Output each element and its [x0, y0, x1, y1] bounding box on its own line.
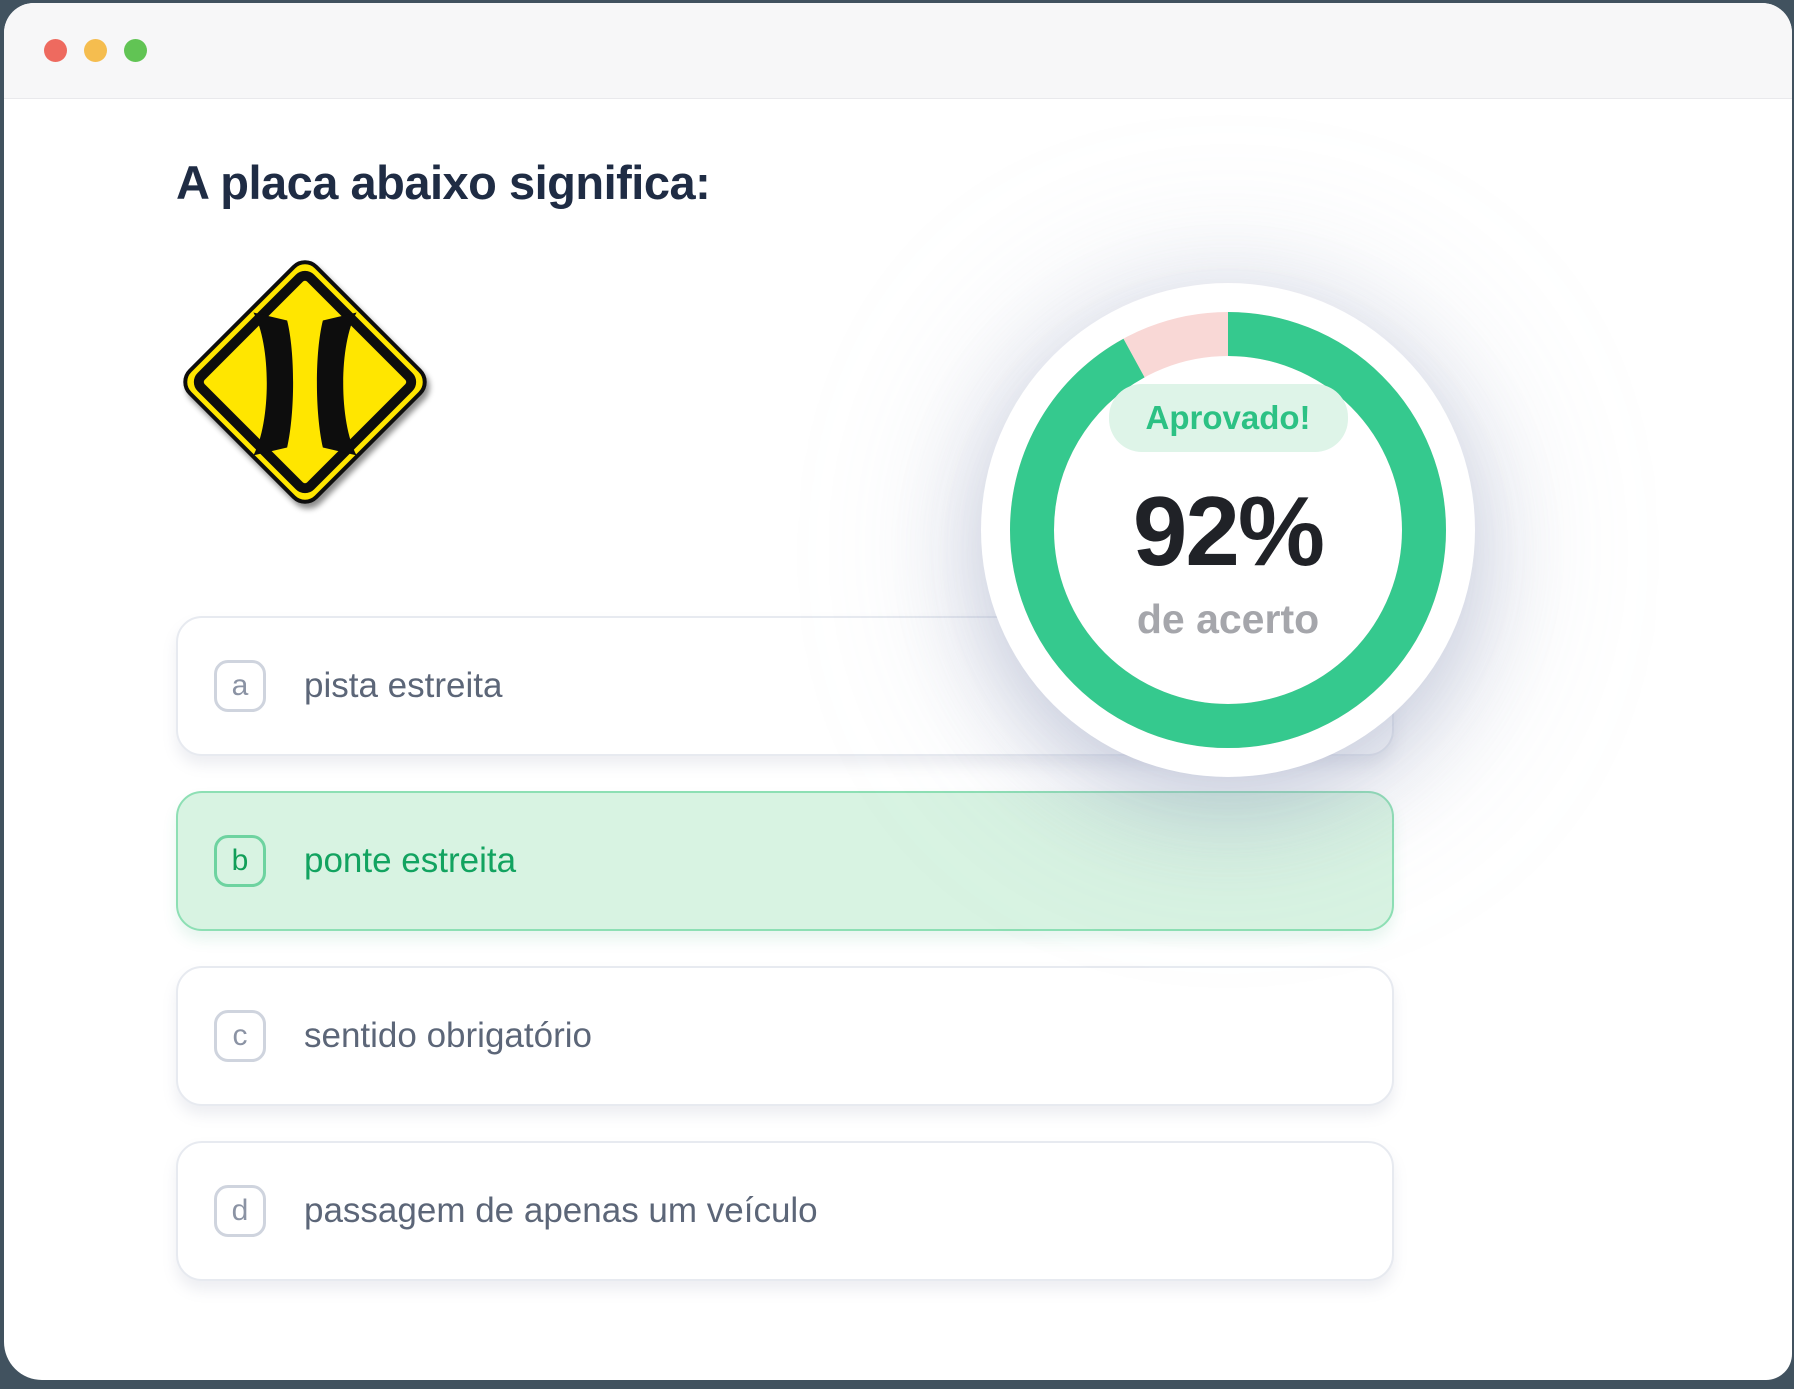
score-center: Aprovado! 92% de acerto: [978, 280, 1478, 780]
app-window: A placa abaixo significa: a pista estrei…: [4, 3, 1792, 1380]
traffic-lights: [44, 39, 147, 62]
option-card-d[interactable]: d passagem de apenas um veículo: [176, 1141, 1394, 1281]
score-percent: 92%: [1132, 475, 1325, 586]
maximize-icon[interactable]: [124, 39, 147, 62]
option-letter-badge: d: [214, 1185, 266, 1237]
option-label: passagem de apenas um veículo: [304, 1191, 818, 1230]
score-donut-chart: Aprovado! 92% de acerto: [978, 280, 1478, 780]
donut-arc-correct: [1010, 312, 1446, 748]
option-label: ponte estreita: [304, 841, 517, 880]
question-title: A placa abaixo significa:: [176, 156, 711, 209]
answer-options: a pista estreita b ponte estreita c sent…: [176, 616, 1394, 1380]
window-titlebar: [4, 3, 1792, 99]
option-card-b[interactable]: b ponte estreita: [176, 791, 1394, 931]
quiz-content: A placa abaixo significa: a pista estrei…: [4, 157, 1792, 1380]
option-label: pista estreita: [304, 666, 503, 705]
close-icon[interactable]: [44, 39, 67, 62]
option-label: sentido obrigatório: [304, 1016, 592, 1055]
option-card-c[interactable]: c sentido obrigatório: [176, 966, 1394, 1106]
score-caption: de acerto: [1136, 595, 1320, 642]
narrow-bridge-sign-image: [176, 253, 434, 511]
option-letter-badge: c: [214, 1010, 266, 1062]
option-letter-badge: b: [214, 835, 266, 887]
minimize-icon[interactable]: [84, 39, 107, 62]
option-letter-badge: a: [214, 660, 266, 712]
approved-badge: Aprovado!: [1108, 383, 1348, 452]
